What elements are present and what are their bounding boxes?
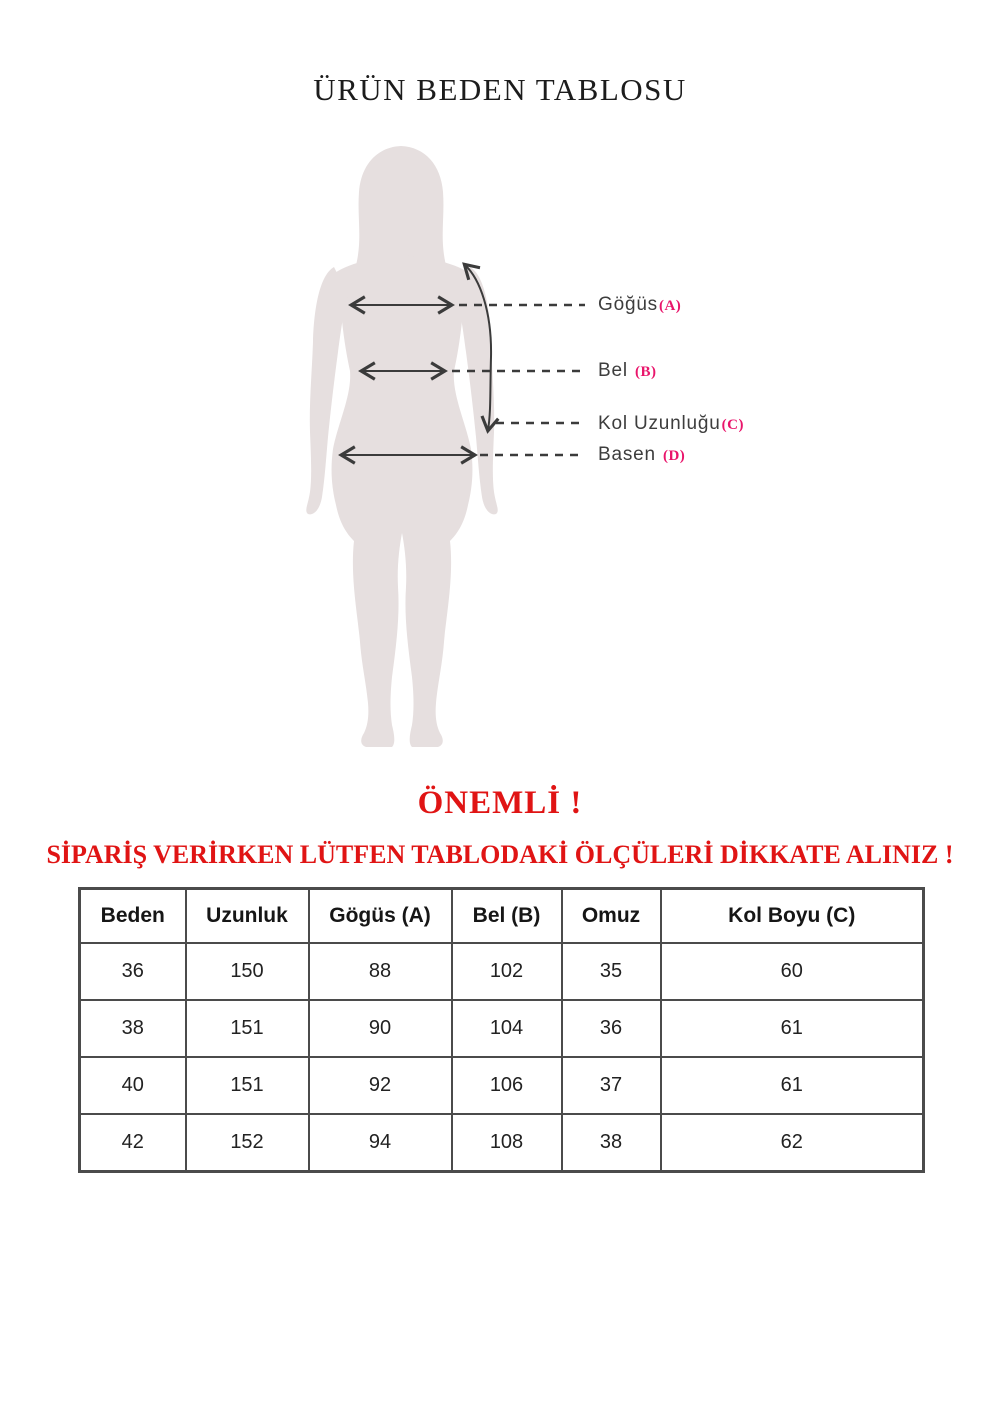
table-row: 36 150 88 102 35 60 xyxy=(78,942,925,1001)
warning-message: SİPARİŞ VERİRKEN LÜTFEN TABLODAKİ ÖLÇÜLE… xyxy=(46,840,954,869)
cell-omuz: 38 xyxy=(560,1113,662,1173)
cell-kol: 62 xyxy=(659,1113,925,1173)
measurement-label-text: Göğüs xyxy=(598,294,658,315)
cell-beden: 40 xyxy=(78,1056,187,1115)
warning-heading: ÖNEMLİ ! xyxy=(417,785,583,821)
measurement-ref-letter: (C) xyxy=(721,417,744,433)
cell-beden: 42 xyxy=(78,1113,187,1173)
cell-omuz: 35 xyxy=(560,942,662,1001)
cell-bel: 104 xyxy=(450,999,563,1058)
size-table-header-row: Beden Uzunluk Gögüs (A) Bel (B) Omuz Kol… xyxy=(78,887,925,944)
column-header-omuz: Omuz xyxy=(560,887,662,944)
arm-length-arrow xyxy=(462,262,500,434)
cell-kol: 61 xyxy=(659,999,925,1058)
column-header-gogus: Gögüs (A) xyxy=(307,887,453,944)
table-row: 38 151 90 104 36 61 xyxy=(78,999,925,1058)
cell-omuz: 36 xyxy=(560,999,662,1058)
cell-gogus: 90 xyxy=(307,999,453,1058)
measurement-label-waist: Bel (B) xyxy=(598,360,656,383)
cell-bel: 108 xyxy=(450,1113,563,1173)
column-header-uzunluk: Uzunluk xyxy=(184,887,310,944)
measurement-label-chest: Göğüs(A) xyxy=(598,294,681,317)
cell-beden: 36 xyxy=(78,942,187,1001)
cell-omuz: 37 xyxy=(560,1056,662,1115)
page-title: ÜRÜN BEDEN TABLOSU xyxy=(313,72,687,107)
measurement-ref-letter: (D) xyxy=(662,448,686,464)
cell-kol: 60 xyxy=(659,942,925,1001)
measurement-ref-letter: (B) xyxy=(634,364,657,380)
female-body-silhouette xyxy=(306,146,498,747)
cell-gogus: 88 xyxy=(307,942,453,1001)
cell-bel: 102 xyxy=(450,942,563,1001)
cell-beden: 38 xyxy=(78,999,187,1058)
body-silhouette-figure xyxy=(306,146,585,747)
column-header-beden: Beden xyxy=(78,887,187,944)
measurement-label-hip: Basen (D) xyxy=(598,444,685,467)
cell-uzunluk: 151 xyxy=(184,1056,310,1115)
cell-kol: 61 xyxy=(659,1056,925,1115)
cell-bel: 106 xyxy=(450,1056,563,1115)
measurement-ref-letter: (A) xyxy=(658,298,682,314)
measurement-diagram: Göğüs(A) Bel (B) Kol Uzunluğu(C) Basen (… xyxy=(306,146,744,747)
measurement-label-text: Kol Uzunluğu xyxy=(598,413,721,434)
cell-uzunluk: 150 xyxy=(184,942,310,1001)
table-row: 40 151 92 106 37 61 xyxy=(78,1056,925,1115)
measurement-label-text: Basen xyxy=(598,444,656,465)
column-header-kol-boyu: Kol Boyu (C) xyxy=(659,887,925,944)
column-header-bel: Bel (B) xyxy=(450,887,563,944)
cell-gogus: 92 xyxy=(307,1056,453,1115)
measurement-label-arm: Kol Uzunluğu(C) xyxy=(598,413,744,436)
table-row: 42 152 94 108 38 62 xyxy=(78,1113,925,1173)
cell-uzunluk: 152 xyxy=(184,1113,310,1173)
cell-gogus: 94 xyxy=(307,1113,453,1173)
size-table: Beden Uzunluk Gögüs (A) Bel (B) Omuz Kol… xyxy=(78,887,925,1173)
measurement-label-text: Bel xyxy=(598,360,628,381)
cell-uzunluk: 151 xyxy=(184,999,310,1058)
